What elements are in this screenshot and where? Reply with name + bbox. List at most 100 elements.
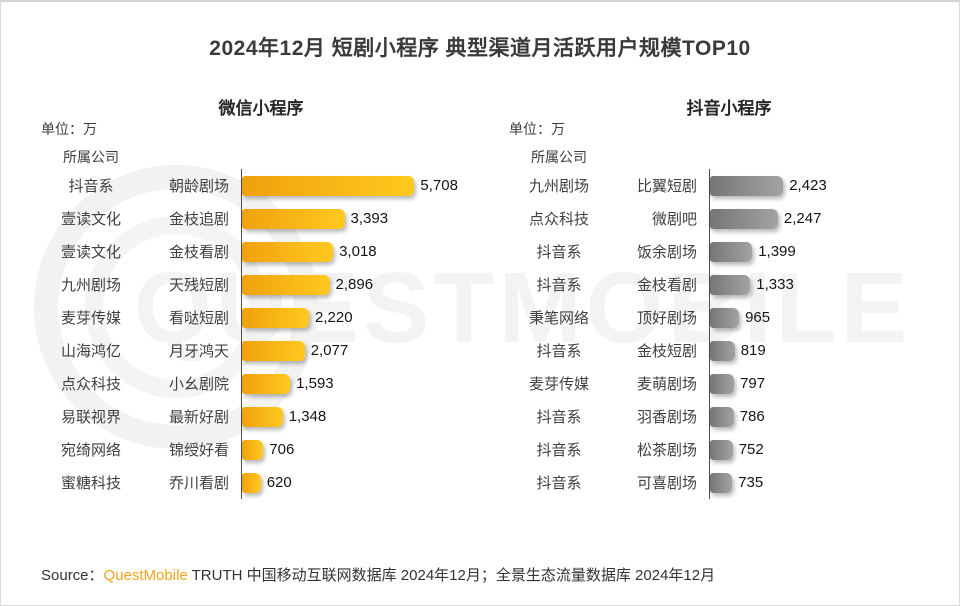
chart-row: 秉笔网络 顶好剧场 965 (509, 301, 949, 334)
chart-row: 壹读文化 金枝看剧 3,018 (41, 235, 481, 268)
channel-name-label: 可喜剧场 (636, 475, 697, 492)
value-bar (242, 373, 291, 394)
value-label: 706 (269, 441, 295, 458)
value-label: 2,077 (310, 342, 349, 359)
bar-area: 819 (709, 334, 949, 367)
channel-name-label: 微剧吧 (651, 211, 697, 228)
chart-row: 易联视界 最新好剧 1,348 (41, 400, 481, 433)
channel-name-label: 金枝看剧 (168, 244, 229, 261)
company-label: 壹读文化 (60, 244, 121, 261)
value-bar (242, 340, 305, 361)
value-bar (710, 241, 753, 262)
bar-area: 786 (709, 400, 949, 433)
company-label: 点众科技 (528, 211, 589, 228)
company-label: 易联视界 (60, 409, 121, 426)
douyin-miniprogram-chart: 抖音小程序 单位：万 所属公司 九州剧场 比翼短剧 2,423 点众科技 微剧吧 2,24… (509, 98, 949, 499)
value-label: 819 (740, 342, 766, 359)
value-label: 3,393 (350, 210, 389, 227)
company-label: 九州剧场 (528, 178, 589, 195)
channel-name-label: 朝龄剧场 (168, 178, 229, 195)
value-label: 2,220 (315, 309, 353, 326)
value-bar (710, 439, 733, 460)
value-bar (242, 406, 283, 427)
bar-area: 735 (709, 466, 949, 499)
value-label: 620 (266, 474, 292, 491)
value-bar (242, 175, 415, 196)
wechat-chart-title: 微信小程序 (218, 99, 304, 118)
company-label: 壹读文化 (60, 211, 121, 228)
bar-area: 3,393 (241, 202, 481, 235)
chart-row: 蜜糖科技 乔川看剧 620 (41, 466, 481, 499)
chart-row: 抖音系 羽香剧场 786 (509, 400, 949, 433)
chart-row: 点众科技 小幺剧院 1,593 (41, 367, 481, 400)
douyin-chart-title: 抖音小程序 (686, 99, 772, 118)
value-bar (710, 307, 740, 328)
bar-area: 620 (241, 466, 481, 499)
channel-name-label: 金枝追剧 (168, 211, 229, 228)
chart-row: 抖音系 朝龄剧场 5,708 (41, 169, 481, 202)
company-label: 抖音系 (536, 244, 582, 261)
channel-name-label: 最新好剧 (168, 409, 229, 426)
value-label: 2,247 (783, 210, 822, 227)
channel-name-label: 乔川看剧 (168, 475, 229, 492)
company-label: 秉笔网络 (528, 310, 589, 327)
value-bar (242, 274, 330, 295)
company-label: 抖音系 (536, 277, 582, 294)
channel-name-label: 饭余剧场 (636, 244, 697, 261)
chart-row: 点众科技 微剧吧 2,247 (509, 202, 949, 235)
company-label: 山海鸿亿 (60, 343, 121, 360)
value-label: 1,333 (756, 276, 794, 293)
value-bar (710, 373, 735, 394)
value-bar (242, 208, 345, 229)
source-line: Source：QuestMobile TRUTH 中国移动互联网数据库 2024… (41, 564, 715, 585)
value-bar (242, 439, 264, 460)
channel-name-label: 锦绶好看 (168, 442, 229, 459)
company-label: 点众科技 (60, 376, 121, 393)
channel-name-label: 天残短剧 (168, 277, 229, 294)
douyin-bar-rows: 九州剧场 比翼短剧 2,423 点众科技 微剧吧 2,247 抖音系 饭余剧场 1,399 抖音系… (509, 169, 949, 499)
chart-row: 抖音系 金枝看剧 1,333 (509, 268, 949, 301)
value-label: 752 (738, 441, 764, 458)
bar-area: 752 (709, 433, 949, 466)
chart-row: 壹读文化 金枝追剧 3,393 (41, 202, 481, 235)
channel-name-label: 顶好剧场 (636, 310, 697, 327)
bar-area: 2,247 (709, 202, 949, 235)
channel-name-label: 金枝短剧 (636, 343, 697, 360)
bar-area: 1,593 (241, 367, 481, 400)
value-bar (242, 472, 261, 493)
douyin-unit-label: 单位：万 (509, 121, 565, 137)
channel-name-label: 羽香剧场 (636, 409, 697, 426)
value-label: 2,423 (789, 177, 827, 194)
bar-area: 1,399 (709, 235, 949, 268)
company-label: 抖音系 (536, 343, 582, 360)
douyin-company-column-header: 所属公司 (531, 149, 587, 165)
chart-row: 抖音系 饭余剧场 1,399 (509, 235, 949, 268)
channel-name-label: 小幺剧院 (168, 376, 229, 393)
company-label: 抖音系 (536, 409, 582, 426)
value-label: 1,348 (288, 408, 327, 425)
value-bar (710, 175, 784, 196)
wechat-miniprogram-chart: 微信小程序 单位：万 所属公司 抖音系 朝龄剧场 5,708 壹读文化 金枝追剧 3,39… (41, 98, 481, 499)
value-label: 1,593 (296, 375, 334, 392)
wechat-bar-rows: 抖音系 朝龄剧场 5,708 壹读文化 金枝追剧 3,393 壹读文化 金枝看剧 3,018 九州… (41, 169, 481, 499)
bar-area: 2,896 (241, 268, 481, 301)
chart-row: 抖音系 可喜剧场 735 (509, 466, 949, 499)
value-label: 1,399 (758, 243, 796, 260)
channel-name-label: 月牙鸿天 (168, 343, 229, 360)
value-label: 735 (738, 474, 764, 491)
wechat-company-column-header: 所属公司 (63, 149, 119, 165)
bar-area: 706 (241, 433, 481, 466)
bar-area: 1,333 (709, 268, 949, 301)
chart-row: 麦芽传媒 看哒短剧 2,220 (41, 301, 481, 334)
value-label: 965 (745, 309, 771, 326)
value-label: 5,708 (420, 177, 458, 194)
wechat-unit-label: 单位：万 (41, 121, 97, 137)
value-bar (242, 241, 334, 262)
value-bar (710, 274, 751, 295)
value-label: 797 (740, 375, 766, 392)
bar-area: 2,423 (709, 169, 949, 202)
company-label: 麦芽传媒 (528, 376, 589, 393)
source-brand: QuestMobile (103, 567, 188, 584)
channel-name-label: 麦萌剧场 (636, 376, 697, 393)
